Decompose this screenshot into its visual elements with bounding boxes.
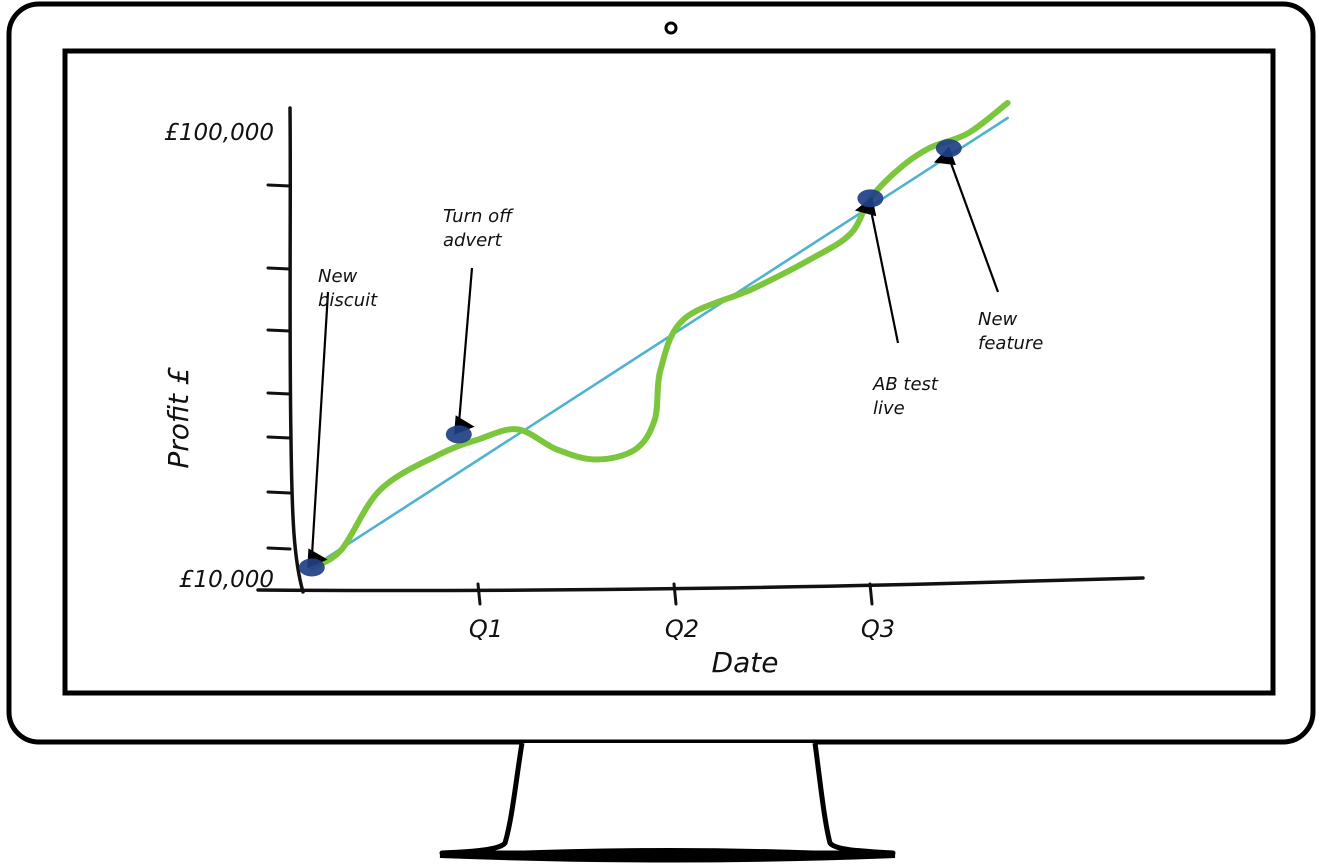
x-tick-Q1 [476,582,482,606]
event-label-line: advert [443,230,503,251]
y-minor-tick [266,183,292,188]
y-axis-minor-ticks [266,183,292,551]
event-label-line: live [873,398,905,419]
monitor-base [439,848,896,863]
x-tick-Q2 [672,582,678,606]
event-arrow [307,291,330,569]
event-marker-dot [445,425,472,444]
monitor-screen [62,48,1276,696]
event-label-line: Turn off [443,206,514,227]
x-axis-title: Date [712,646,779,679]
y-tick-label-bottom: £10,000 [179,567,274,593]
y-minor-tick [266,266,292,271]
event-label-line: feature [978,333,1043,354]
x-tick-label-Q1: Q1 [469,615,503,643]
series-line-profit [308,99,1011,571]
x-tick-label-Q3: Q3 [861,615,895,643]
event-label-line: biscuit [318,290,378,311]
event-marker-dot [857,189,884,208]
y-minor-tick [266,546,292,551]
y-minor-tick [266,490,292,495]
x-axis [256,576,1145,593]
event-label: AB test live [872,374,939,419]
x-tick-Q3 [868,582,874,606]
monitor-stand [439,742,896,856]
event-label-line: New [978,309,1018,330]
event-label-line: AB test [872,374,939,395]
event-arrow [454,267,475,435]
x-tick-label-Q2: Q2 [665,615,699,643]
y-tick-label-top: £100,000 [164,120,274,146]
event-marker-dot [298,558,325,577]
y-minor-tick [266,391,292,396]
event-marker-dot [935,139,962,158]
event-label: Turn off advert [443,206,514,251]
webcam-icon [664,21,678,35]
profit-chart: Q1 Q2 Q3 New biscuit Turn off advert AB test li… [162,99,1145,679]
event-label-line: New [318,266,358,287]
event-label: New feature [978,309,1043,354]
y-minor-tick [266,328,292,333]
y-axis-title: Profit £ [162,367,195,468]
events-layer: New biscuit Turn off advert AB test live New fe… [298,139,1043,577]
event-label: New biscuit [318,266,378,311]
event-arrow [933,146,1000,293]
x-axis-ticks: Q1 Q2 Q3 [469,582,895,643]
event-arrow [854,196,900,344]
y-minor-tick [266,435,292,440]
